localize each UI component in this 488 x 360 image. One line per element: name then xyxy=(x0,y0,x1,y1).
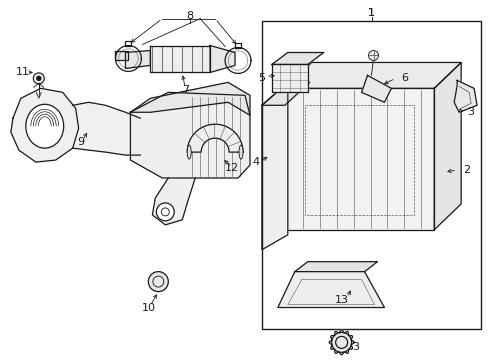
Text: 10: 10 xyxy=(141,302,155,312)
Polygon shape xyxy=(262,82,309,105)
Text: 13: 13 xyxy=(334,294,348,305)
Circle shape xyxy=(148,272,168,292)
Polygon shape xyxy=(294,262,377,272)
Polygon shape xyxy=(125,50,150,68)
Text: 4: 4 xyxy=(252,157,259,167)
Circle shape xyxy=(33,73,44,84)
Polygon shape xyxy=(73,102,140,155)
Polygon shape xyxy=(210,45,235,72)
Polygon shape xyxy=(433,62,460,230)
Polygon shape xyxy=(453,80,476,112)
Polygon shape xyxy=(262,82,287,250)
Polygon shape xyxy=(11,88,79,162)
Text: 1: 1 xyxy=(367,8,374,18)
Polygon shape xyxy=(150,45,210,72)
Text: 5: 5 xyxy=(258,73,265,84)
Text: 8: 8 xyxy=(186,11,193,21)
Polygon shape xyxy=(152,178,195,225)
Polygon shape xyxy=(285,88,433,230)
Polygon shape xyxy=(271,53,323,64)
Polygon shape xyxy=(187,124,243,152)
Ellipse shape xyxy=(187,145,191,159)
Circle shape xyxy=(368,50,378,60)
Text: 7: 7 xyxy=(182,85,188,95)
Ellipse shape xyxy=(26,104,63,148)
Polygon shape xyxy=(328,330,353,355)
Text: 11: 11 xyxy=(16,67,30,77)
Circle shape xyxy=(37,76,41,80)
Text: 12: 12 xyxy=(224,163,239,173)
Polygon shape xyxy=(285,62,460,88)
Bar xyxy=(262,21,480,329)
Text: 2: 2 xyxy=(463,165,470,175)
Text: 3: 3 xyxy=(351,342,358,352)
Ellipse shape xyxy=(239,145,243,159)
Text: 1: 1 xyxy=(367,8,374,18)
Polygon shape xyxy=(271,64,307,92)
Text: 6: 6 xyxy=(400,73,407,84)
Text: 3: 3 xyxy=(467,107,474,117)
Polygon shape xyxy=(115,50,128,60)
Polygon shape xyxy=(277,272,384,307)
Polygon shape xyxy=(130,82,249,115)
Polygon shape xyxy=(361,75,390,102)
Text: 9: 9 xyxy=(77,137,84,147)
Polygon shape xyxy=(130,92,249,178)
Circle shape xyxy=(156,203,174,221)
